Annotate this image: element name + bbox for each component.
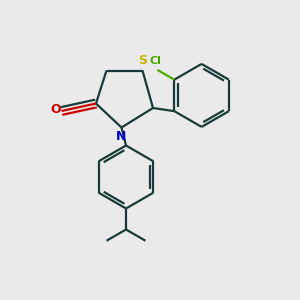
Text: S: S: [139, 55, 148, 68]
Text: N: N: [116, 130, 126, 143]
Text: Cl: Cl: [150, 56, 162, 66]
Text: O: O: [51, 103, 62, 116]
